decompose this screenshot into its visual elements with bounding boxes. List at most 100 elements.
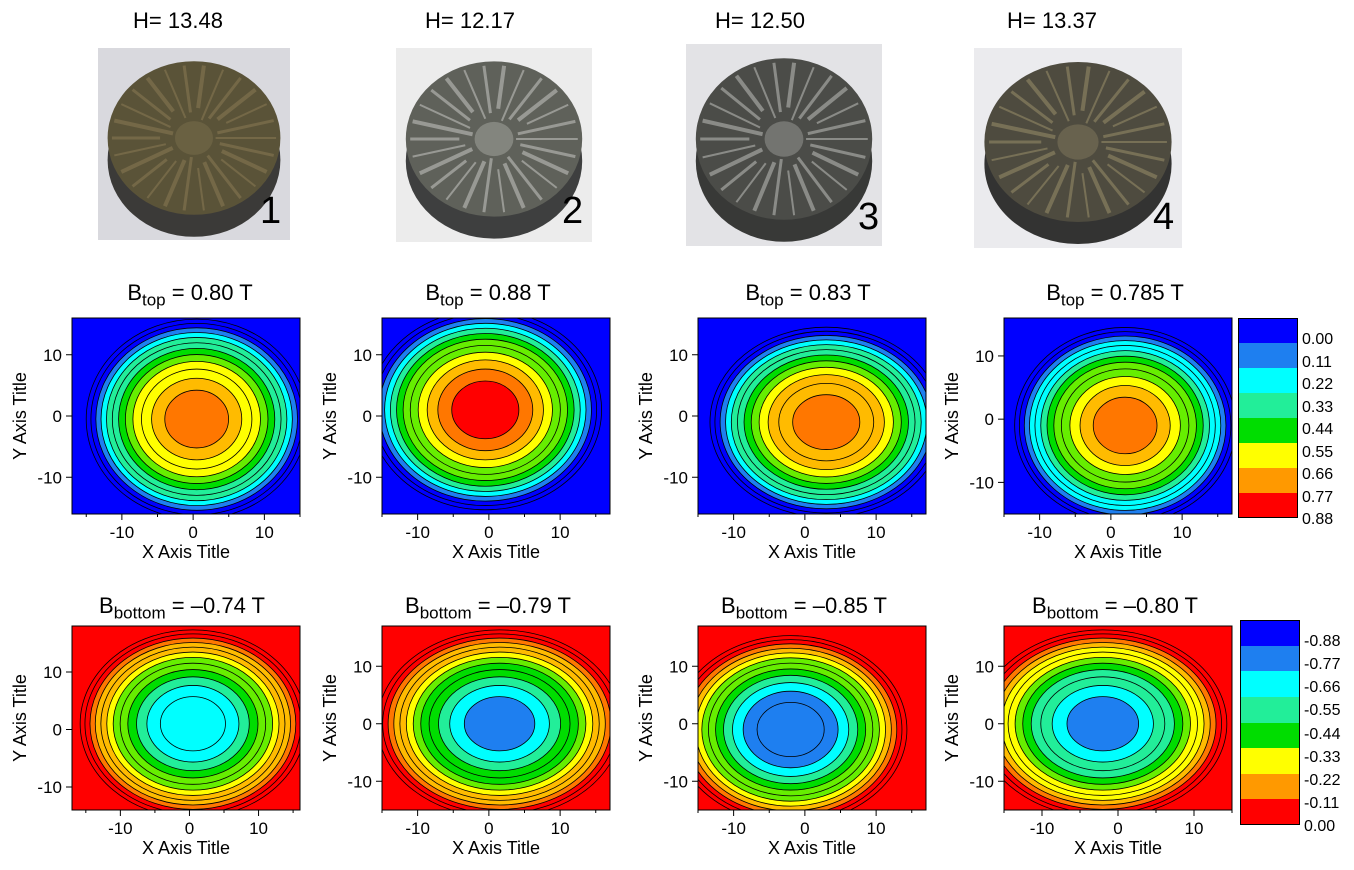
grain-streak <box>1044 164 1070 214</box>
grain-streak <box>197 167 205 211</box>
disk-center <box>174 121 214 155</box>
y-tick-label: 10 <box>43 663 62 682</box>
grain-streak <box>182 65 192 113</box>
colorbar-label: -0.33 <box>1304 748 1341 766</box>
h-label-1: H= 13.48 <box>133 8 223 33</box>
grain-streak <box>120 103 171 128</box>
colorbar-swatch <box>1240 748 1300 774</box>
contour-band <box>451 380 520 440</box>
contour-field <box>698 626 926 810</box>
sample-number-4: 4 <box>1153 196 1175 238</box>
contour-field <box>72 626 300 810</box>
x-tick-label: -10 <box>1030 819 1055 838</box>
colorbar-label: 0.44 <box>1302 421 1334 438</box>
grain-streak <box>1045 70 1070 122</box>
colorbar-frame <box>1240 620 1300 825</box>
colorbar-label: 0.77 <box>1302 488 1334 506</box>
disk-center <box>764 121 804 157</box>
contour-band <box>756 702 825 757</box>
grain-streak <box>1106 163 1146 194</box>
x-tick-label: 0 <box>185 819 194 838</box>
colorbar-swatch <box>1238 368 1298 393</box>
grain-streak <box>796 156 833 204</box>
grain-streak <box>1107 153 1158 180</box>
y-tick-label: 0 <box>53 721 62 740</box>
colorbar-swatch <box>1238 343 1298 368</box>
grain-streak <box>709 102 761 129</box>
y-tick-label: 10 <box>975 347 994 366</box>
x-axis-title: X Axis Title <box>452 542 540 562</box>
grain-streak <box>735 162 767 203</box>
colorbar-label: -0.11 <box>1304 794 1340 812</box>
colorbar-label: -0.55 <box>1304 702 1341 720</box>
colorbar-label: 0.00 <box>1304 818 1336 835</box>
y-tick-label: 0 <box>679 715 688 734</box>
grain-streak <box>786 62 797 108</box>
y-tick-label: 0 <box>53 407 62 426</box>
grain-streak <box>516 88 558 122</box>
btop-title-3: Btop = 0.83 T <box>745 280 871 310</box>
grain-streak <box>809 143 866 159</box>
grain-streak <box>790 66 815 121</box>
grain-streak <box>787 170 796 216</box>
colorbar-swatch <box>1238 393 1298 418</box>
grain-streak <box>463 69 487 120</box>
colorbar-label: 0.00 <box>1302 331 1334 348</box>
y-tick-label: 0 <box>679 407 688 426</box>
contour-plot-bottom-3: -10 0 10 10 0 -10 X Axis Title Y Axis Title <box>626 620 936 868</box>
grain-streak <box>1026 165 1060 206</box>
grain-streak <box>1081 173 1090 218</box>
grain-streak <box>216 88 257 122</box>
sample-photo-3 <box>686 44 882 246</box>
x-axis-title: X Axis Title <box>142 838 230 858</box>
grain-streak <box>1025 78 1058 116</box>
y-tick-label: -10 <box>663 468 688 487</box>
grain-streak <box>1093 78 1130 123</box>
grain-streak <box>217 119 275 135</box>
grain-streak <box>998 105 1053 132</box>
y-axis-title: Y Axis Title <box>636 372 656 460</box>
grain-streak <box>445 161 477 201</box>
y-tick-label: -10 <box>969 772 994 791</box>
grain-streak <box>772 158 783 216</box>
grain-streak <box>412 144 466 158</box>
colorbar-swatch <box>1238 443 1298 468</box>
disk-face <box>695 58 873 220</box>
grain-streak <box>753 66 777 119</box>
grain-streak <box>708 147 764 177</box>
x-axis-title: X Axis Title <box>768 542 856 562</box>
x-tick-label: -10 <box>108 819 133 838</box>
grain-streak <box>120 146 174 174</box>
colorbar-label: -0.77 <box>1304 656 1341 674</box>
colorbar-label: -0.44 <box>1304 725 1341 743</box>
disk-face <box>405 61 583 217</box>
x-tick-label: 0 <box>1113 819 1122 838</box>
x-tick-label: 0 <box>188 523 197 542</box>
x-tick-label: 0 <box>484 523 493 542</box>
grain-streak <box>482 65 492 114</box>
grain-streak <box>418 147 474 176</box>
contour-band <box>1092 396 1158 455</box>
grain-streak <box>792 163 816 212</box>
grain-streak <box>798 74 833 120</box>
grain-streak <box>508 77 543 121</box>
grain-streak <box>220 158 257 188</box>
colorbar-label: -0.66 <box>1304 679 1341 697</box>
colorbar-swatch <box>1240 620 1300 646</box>
x-tick-label: 10 <box>551 819 570 838</box>
colorbar-swatch <box>1238 468 1298 493</box>
contour-field <box>1004 626 1232 810</box>
colorbar-swatch <box>1238 318 1298 343</box>
colorbar-label: -0.22 <box>1304 771 1341 789</box>
grain-streak <box>752 161 777 212</box>
x-tick-label: -10 <box>405 523 430 542</box>
colorbar-frame <box>1238 318 1298 518</box>
colorbar-swatch <box>1238 418 1298 443</box>
y-axis-title: Y Axis Title <box>942 372 962 460</box>
grain-streak <box>202 161 225 208</box>
contour-field <box>72 318 300 514</box>
grain-streak <box>1065 66 1076 116</box>
grain-streak <box>430 88 471 122</box>
grain-streak <box>145 76 175 113</box>
y-axis-title: Y Axis Title <box>942 674 962 762</box>
